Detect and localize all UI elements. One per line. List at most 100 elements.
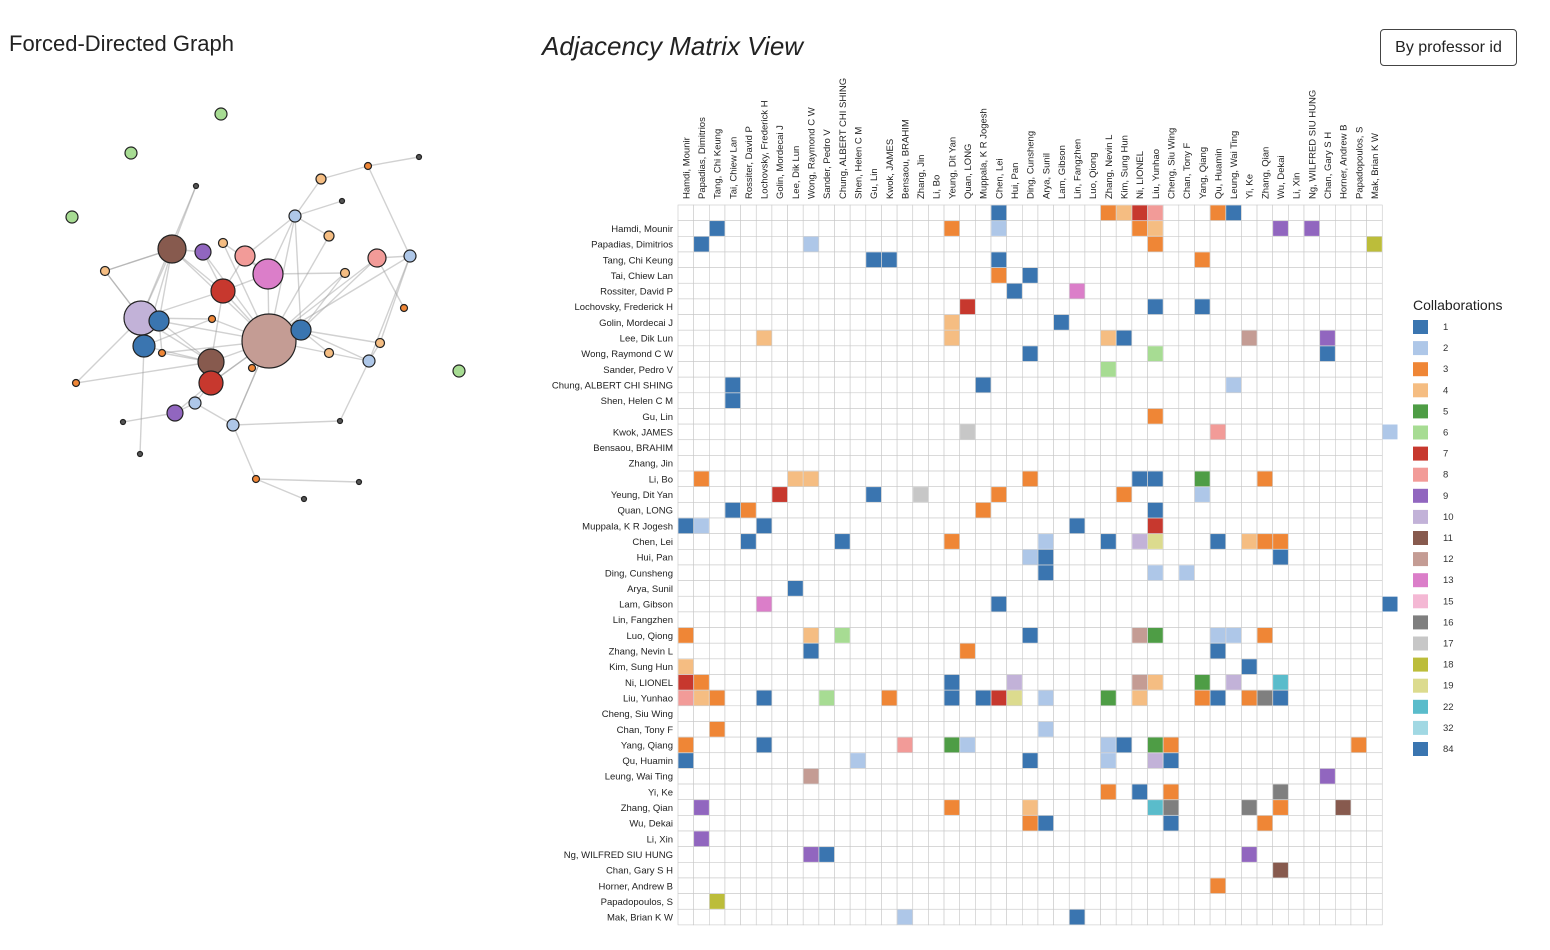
matrix-cell[interactable] (881, 282, 898, 300)
matrix-cell[interactable] (787, 674, 804, 691)
matrix-cell[interactable] (849, 392, 867, 409)
matrix-cell[interactable] (1037, 236, 1054, 253)
matrix-cell[interactable] (928, 705, 945, 722)
matrix-cell[interactable] (818, 768, 835, 785)
matrix-cell[interactable] (755, 564, 773, 581)
matrix-cell[interactable] (740, 392, 757, 409)
matrix-cell[interactable] (1178, 329, 1195, 347)
matrix-cell-filled[interactable] (991, 221, 1007, 236)
matrix-cell[interactable] (1053, 752, 1070, 769)
matrix-cell[interactable] (1335, 220, 1352, 237)
matrix-cell-filled[interactable] (1038, 721, 1054, 737)
matrix-cell[interactable] (1241, 642, 1258, 660)
matrix-cell[interactable] (990, 752, 1007, 769)
matrix-cell[interactable] (912, 674, 929, 691)
matrix-cell-filled[interactable] (1241, 800, 1257, 815)
matrix-cell[interactable] (818, 815, 835, 832)
matrix-cell[interactable] (990, 236, 1007, 253)
matrix-cell[interactable] (928, 533, 945, 550)
matrix-cell[interactable] (1335, 908, 1352, 926)
matrix-cell[interactable] (755, 267, 773, 284)
matrix-cell[interactable] (1037, 439, 1054, 456)
matrix-cell[interactable] (1272, 392, 1289, 409)
matrix-cell[interactable] (1335, 314, 1352, 331)
matrix-cell[interactable] (1366, 251, 1383, 268)
matrix-cell[interactable] (1194, 830, 1211, 847)
matrix-cell[interactable] (740, 517, 757, 534)
matrix-cell[interactable] (1272, 736, 1289, 754)
matrix-cell[interactable] (1053, 220, 1070, 237)
matrix-cell[interactable] (1350, 314, 1367, 331)
matrix-cell[interactable] (834, 298, 851, 315)
matrix-cell[interactable] (928, 423, 945, 441)
matrix-cell[interactable] (1178, 736, 1195, 754)
matrix-cell[interactable] (802, 204, 820, 221)
matrix-cell[interactable] (865, 908, 882, 926)
matrix-cell[interactable] (1366, 736, 1383, 754)
matrix-cell[interactable] (834, 548, 851, 566)
matrix-cell[interactable] (1194, 815, 1211, 832)
matrix-cell[interactable] (1272, 517, 1289, 534)
matrix-cell[interactable] (1178, 548, 1195, 566)
matrix-cell[interactable] (1100, 721, 1117, 738)
matrix-cell[interactable] (1131, 329, 1148, 347)
matrix-cell[interactable] (1288, 220, 1305, 237)
matrix-cell[interactable] (708, 470, 726, 487)
matrix-cell[interactable] (975, 893, 992, 910)
matrix-cell[interactable] (865, 517, 882, 534)
matrix-cell[interactable] (928, 815, 945, 832)
matrix-cell[interactable] (881, 220, 898, 237)
matrix-cell[interactable] (1288, 361, 1305, 378)
matrix-cell[interactable] (1100, 267, 1117, 284)
graph-nodes[interactable] (65, 107, 466, 503)
matrix-cell[interactable] (787, 267, 804, 284)
matrix-cell[interactable] (1178, 392, 1195, 409)
matrix-cell[interactable] (1147, 846, 1164, 863)
matrix-cell[interactable] (834, 674, 851, 691)
matrix-cell[interactable] (1053, 815, 1070, 832)
matrix-cell[interactable] (1068, 298, 1086, 315)
matrix-cell[interactable] (755, 361, 773, 378)
matrix-cell[interactable] (787, 721, 804, 738)
matrix-cell[interactable] (959, 908, 976, 926)
matrix-cell[interactable] (1366, 470, 1383, 487)
matrix-cell[interactable] (1256, 329, 1274, 347)
matrix-cell[interactable] (1366, 721, 1383, 738)
matrix-cell[interactable] (1288, 345, 1305, 362)
matrix-cell[interactable] (1303, 267, 1320, 284)
matrix-cell[interactable] (912, 548, 929, 566)
matrix-cell[interactable] (1100, 768, 1117, 785)
matrix-cell[interactable] (1068, 408, 1086, 425)
matrix-cell[interactable] (1162, 251, 1180, 268)
matrix-cell[interactable] (1194, 455, 1211, 472)
matrix-cell[interactable] (881, 736, 898, 754)
matrix-cell[interactable] (1319, 642, 1336, 660)
matrix-cell[interactable] (959, 548, 976, 566)
matrix-cell[interactable] (1288, 423, 1305, 441)
matrix-cell[interactable] (708, 752, 726, 769)
matrix-cell-filled[interactable] (1132, 471, 1148, 487)
matrix-cell[interactable] (1241, 783, 1258, 800)
matrix-cell-filled[interactable] (678, 753, 694, 768)
matrix-cell[interactable] (1209, 799, 1227, 816)
matrix-cell[interactable] (1209, 282, 1227, 300)
matrix-cell[interactable] (818, 486, 835, 503)
matrix-cell[interactable] (1225, 548, 1242, 566)
matrix-cell[interactable] (975, 282, 992, 300)
matrix-cell[interactable] (708, 658, 726, 675)
matrix-cell[interactable] (896, 486, 914, 503)
matrix-cell[interactable] (677, 376, 694, 394)
matrix-cell[interactable] (928, 282, 945, 300)
matrix-cell[interactable] (1350, 517, 1367, 534)
matrix-cell[interactable] (1241, 376, 1258, 394)
matrix-cell-filled[interactable] (1038, 565, 1054, 581)
matrix-cell[interactable] (693, 783, 710, 800)
matrix-cell[interactable] (740, 877, 757, 894)
matrix-cell[interactable] (1178, 267, 1195, 284)
matrix-cell[interactable] (1256, 236, 1274, 253)
matrix-cell[interactable] (943, 830, 960, 847)
matrix-cell[interactable] (1021, 439, 1039, 456)
matrix-cell[interactable] (1131, 893, 1148, 910)
matrix-cell[interactable] (1288, 908, 1305, 926)
matrix-cell[interactable] (1241, 455, 1258, 472)
